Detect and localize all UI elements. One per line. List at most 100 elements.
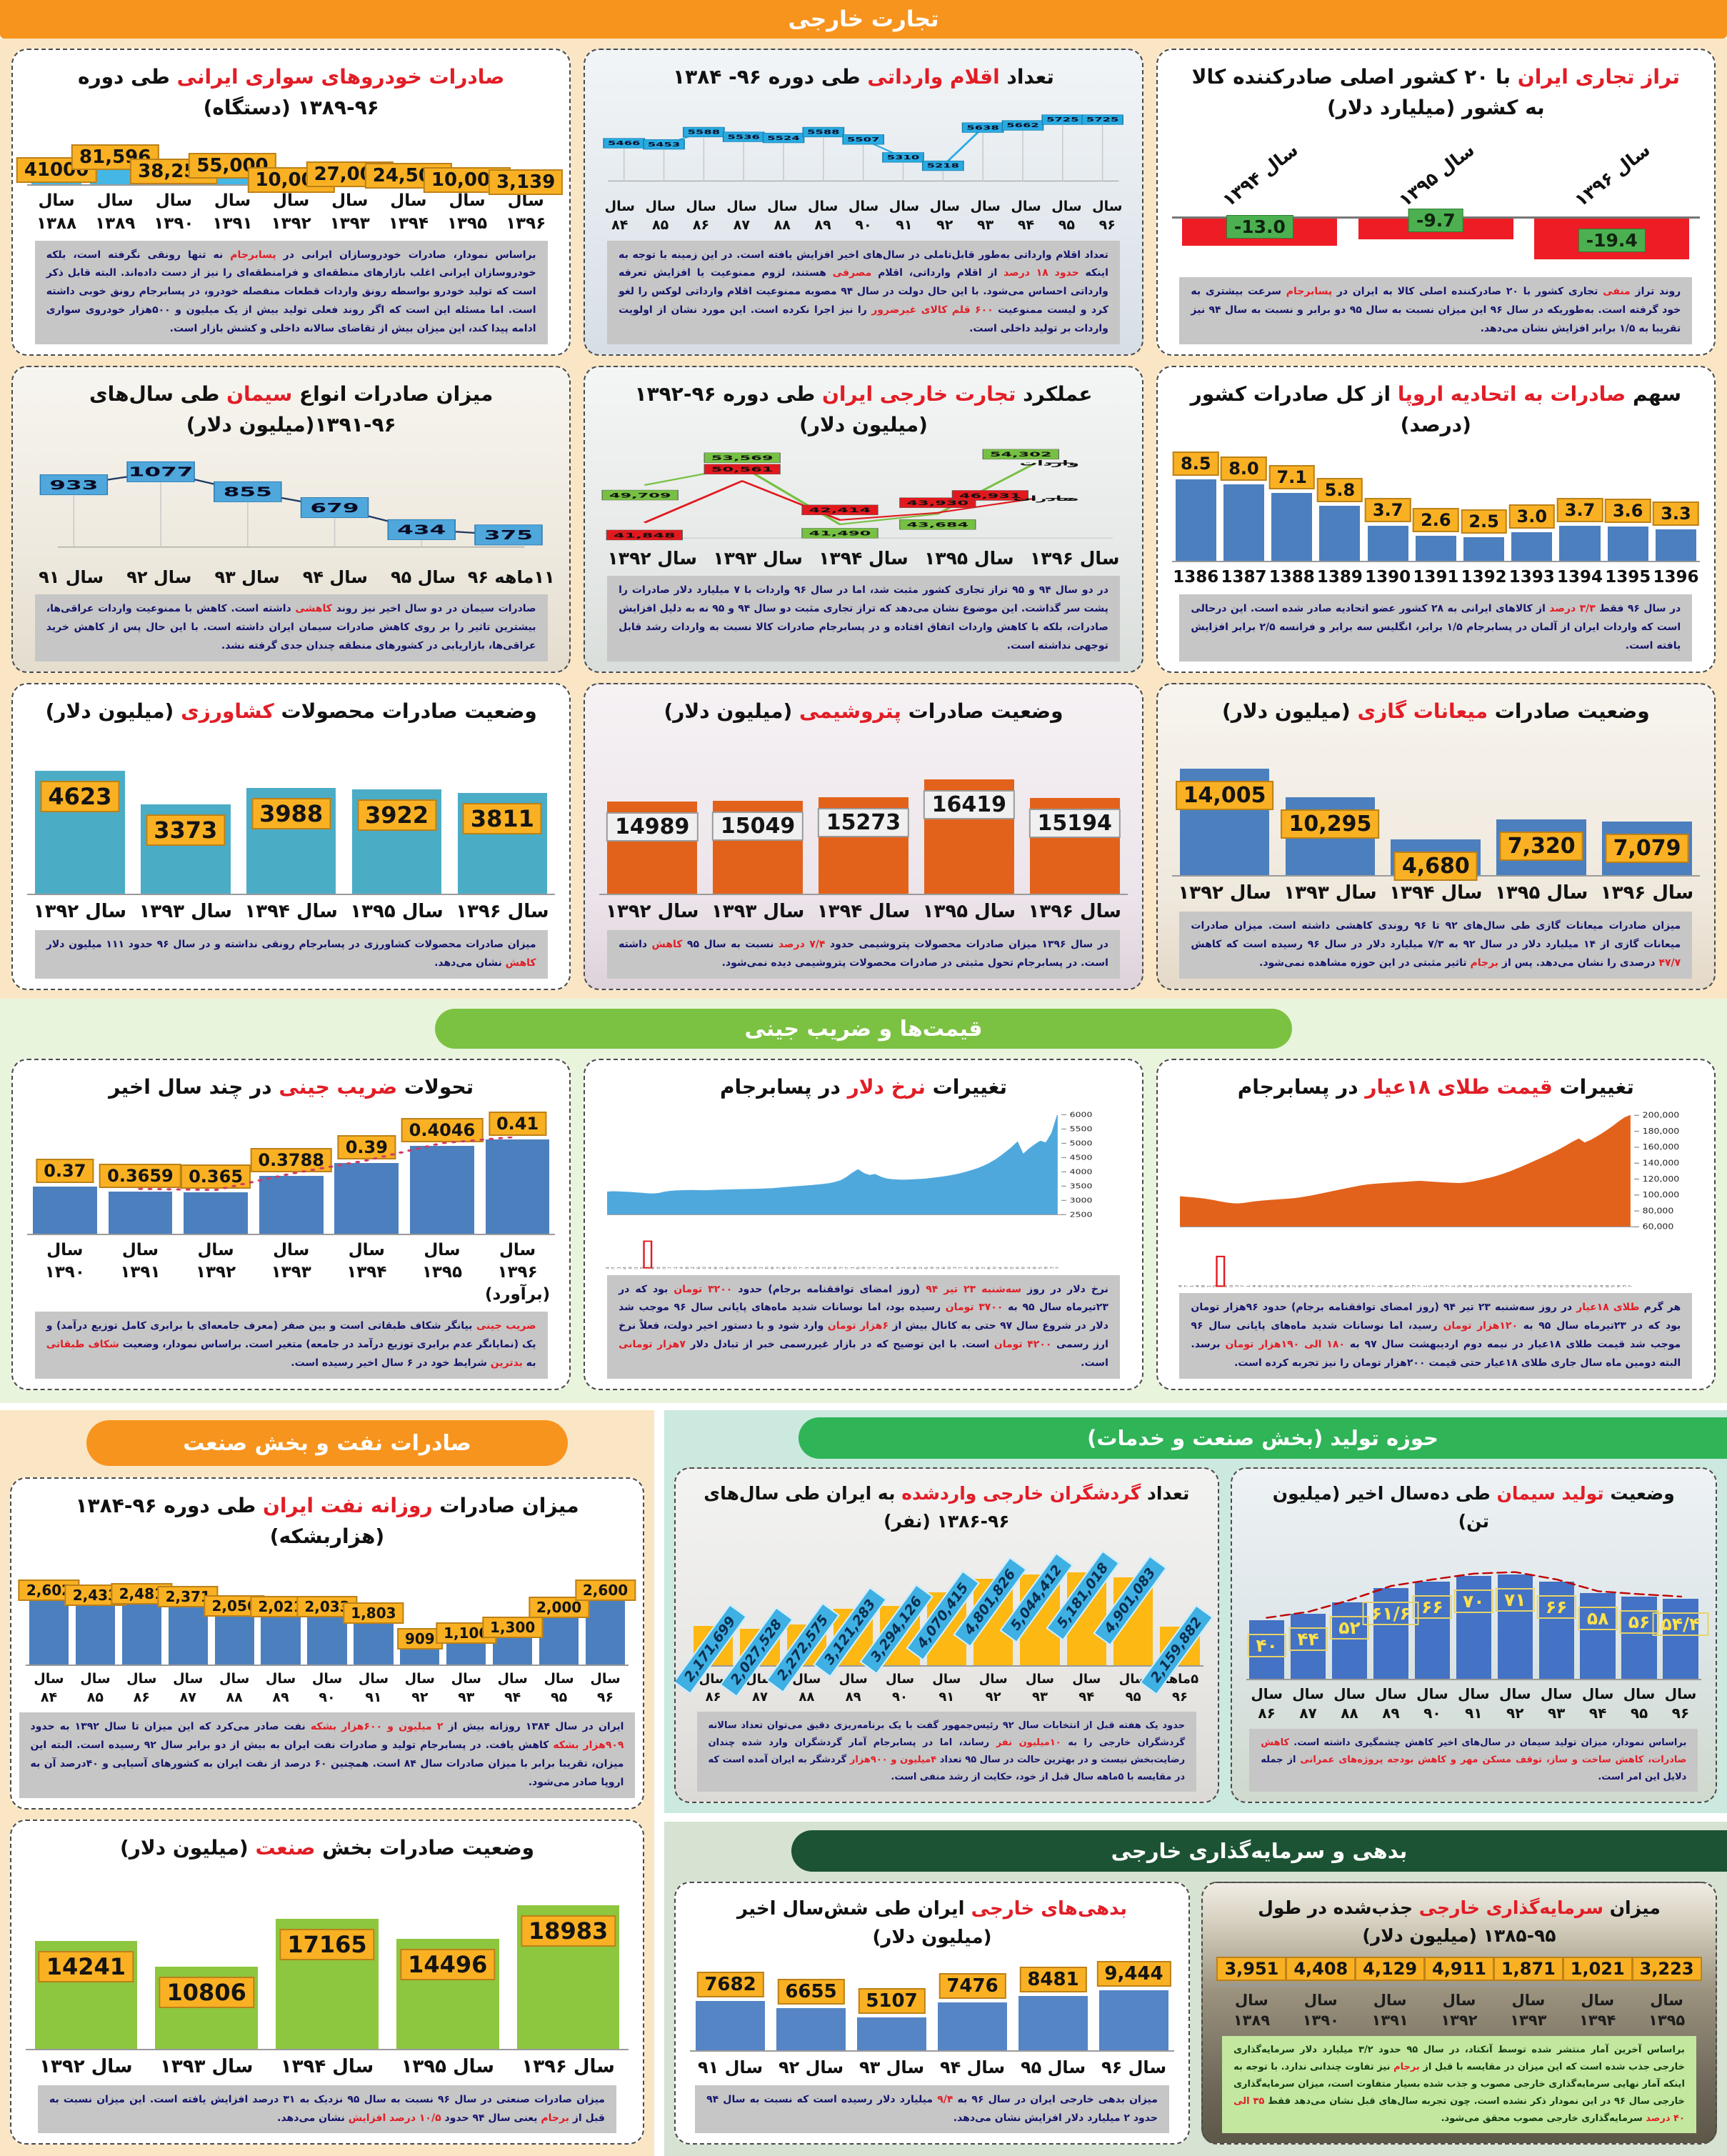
svg-text:1394/12/18: 1394/12/18 bbox=[743, 1267, 748, 1269]
chart-caption: براساس نمودار، صادرات خودروسازان ایرانی … bbox=[34, 240, 548, 344]
x-axis: سال ۱۳۹۲ سال ۱۳۹۳ سال ۱۳۹۴ سال ۱۳۹۵ سال ۱۳۹۶ bbox=[26, 2050, 629, 2080]
x-axis-label: سال ۹۵ bbox=[1623, 1685, 1656, 1722]
bar-slot: ۷۱ bbox=[1494, 1570, 1536, 1679]
chart-caption: میزان صادرات میعانات گازی طی سال‌های ۹۲ … bbox=[1179, 912, 1693, 979]
svg-text:5588: 5588 bbox=[688, 129, 721, 136]
x-axis-label: سال ۹۲ bbox=[126, 567, 192, 587]
x-axis-label: سال ۹۲ bbox=[929, 199, 960, 233]
x-axis-label: 1394 bbox=[1557, 568, 1603, 587]
x-axis-label: 1395 bbox=[1605, 568, 1651, 587]
x-axis-label: سال ۹۶ bbox=[1101, 2057, 1167, 2078]
bar-plot: 2,602 2,433 2,481 2,371 2,056 2,021 2,033 1,803… bbox=[18, 1579, 636, 1666]
svg-text:4000: 4000 bbox=[1070, 1168, 1093, 1176]
svg-text:1395/02/12: 1395/02/12 bbox=[1332, 1285, 1336, 1288]
svg-text:1396/06/27: 1396/06/27 bbox=[959, 1267, 964, 1269]
x-axis-label: سال ۱۳۹۳ bbox=[711, 901, 805, 923]
chart-title: میزان صادرات روزانه نفت ایران طی دوره ۹۶… bbox=[75, 1494, 579, 1549]
svg-text:1394/09/24: 1394/09/24 bbox=[1281, 1285, 1285, 1288]
bar-slot: 0.4046 bbox=[401, 1117, 484, 1234]
cement-production-chart: ۴۰ ۴۴ ۵۲ ۶۱/۶ ۶۶ ۷۰ ۷۱ ۶۶ ۵۸ ۵۶ ۵۴/۴ سال ۸۶ سال ۸۷ سا… bbox=[1246, 1543, 1709, 1723]
bar-slot: سال ۱۳۹۴ -13.0 bbox=[1172, 131, 1348, 272]
x-axis-label: سال ۹۱ bbox=[888, 199, 920, 233]
svg-text:1394/11/06: 1394/11/06 bbox=[726, 1267, 731, 1269]
svg-text:1396/04/19: 1396/04/19 bbox=[931, 1267, 936, 1269]
svg-text:1396/02/11: 1396/02/11 bbox=[902, 1267, 907, 1269]
bar-slot: 14496 bbox=[387, 1897, 508, 2049]
chart-title: صادرات خودروهای سواری ایرانی طی دوره ۹۶-… bbox=[78, 65, 505, 120]
svg-text:1394/08/12: 1394/08/12 bbox=[1263, 1285, 1268, 1288]
x-axis: سال ۸۴ سال ۸۵ سال ۸۶ سال ۸۷ سال ۸۸ سال ۸۹ سال … bbox=[599, 194, 1127, 234]
x-axis-label: سال ۱۳۹۴ bbox=[1389, 882, 1483, 904]
bar-slot: 4,070,415 bbox=[906, 1569, 981, 1666]
svg-text:1396/12/28: 1396/12/28 bbox=[1606, 1285, 1610, 1288]
svg-text:1396/05/30: 1396/05/30 bbox=[948, 1267, 953, 1269]
panel-dollar-rate: تغییرات نرخ دلار در پسابرجام 2500 3000 350… bbox=[584, 1059, 1143, 1390]
svg-text:160,000: 160,000 bbox=[1642, 1142, 1679, 1152]
bar-value-label: 0.37 bbox=[36, 1158, 94, 1183]
x-axis-label: سال ۹۱ bbox=[39, 567, 104, 587]
svg-text:5000: 5000 bbox=[1070, 1139, 1093, 1147]
chart-title: وضعیت صادرات میعانات گازی (میلیون دلار) bbox=[1221, 699, 1650, 723]
bar: -13.0 bbox=[1182, 215, 1338, 246]
chart-caption: ایران در سال ۱۳۸۴ روزانه بیش از ۲ میلیون… bbox=[19, 1712, 636, 1798]
svg-text:1395/08/23: 1395/08/23 bbox=[1412, 1285, 1416, 1288]
bar-slot: 14,005 bbox=[1172, 761, 1278, 876]
bar-slot: 4,901,083 bbox=[1092, 1554, 1167, 1666]
x-axis-label: سال ۱۳۹۴ bbox=[1218, 139, 1303, 211]
svg-text:140,000: 140,000 bbox=[1642, 1159, 1679, 1168]
svg-text:1396/03/08: 1396/03/08 bbox=[1486, 1285, 1490, 1288]
chart-caption: در دو سال ۹۴ و ۹۵ تراز تجاری کشور مثبت ش… bbox=[607, 576, 1120, 662]
bar-slot: 0.39 bbox=[329, 1134, 405, 1234]
svg-text:1394/01/24: 1394/01/24 bbox=[606, 1267, 611, 1269]
x-axis-label: سال ۱۳۹۶ bbox=[1600, 882, 1694, 904]
svg-text:1395/09/07: 1395/09/07 bbox=[845, 1267, 850, 1269]
svg-text:1395/09/07: 1395/09/07 bbox=[1418, 1285, 1422, 1288]
svg-text:1394/04/15: 1394/04/15 bbox=[640, 1267, 645, 1269]
svg-text:1077: 1077 bbox=[129, 464, 194, 479]
bar-value-label: 4623 bbox=[40, 781, 120, 813]
x-axis-label: سال ۱۳۹۵ bbox=[1395, 139, 1478, 211]
bar-value-label: 3373 bbox=[146, 814, 226, 846]
svg-text:1394/06/03: 1394/06/03 bbox=[663, 1267, 668, 1269]
svg-text:200,000: 200,000 bbox=[1642, 1111, 1679, 1120]
trade-balance-chart: سال ۱۳۹۴ -13.0 سال ۱۳۹۵ -9.7 سال ۱۳۹۶ -19.4 bbox=[1171, 131, 1700, 272]
panel-oil-exports: میزان صادرات روزانه نفت ایران طی دوره ۹۶… bbox=[10, 1477, 644, 1810]
svg-text:1394/09/10: 1394/09/10 bbox=[703, 1267, 708, 1269]
bar bbox=[696, 2001, 765, 2051]
svg-text:1395/05/31: 1395/05/31 bbox=[805, 1267, 810, 1269]
x-axis-label: سال ۹۰ bbox=[848, 199, 879, 233]
bar-value-label: 17165 bbox=[279, 1929, 375, 1961]
svg-text:1394/08/12: 1394/08/12 bbox=[691, 1267, 696, 1269]
bar-value-label: 10806 bbox=[159, 1977, 254, 2009]
svg-text:1394/11/20: 1394/11/20 bbox=[731, 1267, 736, 1269]
svg-text:1394/04/15: 1394/04/15 bbox=[1213, 1285, 1217, 1288]
svg-text:1395/12/01: 1395/12/01 bbox=[1452, 1285, 1456, 1288]
bar-value-label: 0.4046 bbox=[401, 1117, 484, 1142]
svg-text:1395/06/28: 1395/06/28 bbox=[1389, 1285, 1393, 1288]
bar-value-label: 0.39 bbox=[337, 1134, 396, 1159]
svg-text:1396/05/16: 1396/05/16 bbox=[942, 1267, 947, 1269]
svg-text:1396/07/24: 1396/07/24 bbox=[971, 1267, 976, 1269]
bar bbox=[938, 2002, 1007, 2051]
bar-value-label: 2,021 bbox=[250, 1596, 311, 1618]
svg-text:1394/05/06: 1394/05/06 bbox=[1224, 1285, 1228, 1288]
bar-slot: 2,159,882 bbox=[1139, 1570, 1213, 1695]
x-axis-label: سال ۱۳۹۴ bbox=[819, 547, 908, 569]
x-axis: سال ۸۴ سال ۸۵ سال ۸۶ سال ۸۷ سال ۸۸ سال ۸۹ سال … bbox=[26, 1666, 629, 1707]
svg-text:41,490: 41,490 bbox=[809, 530, 871, 538]
svg-text:1395/03/09: 1395/03/09 bbox=[771, 1267, 776, 1269]
x-axis-label: سال ۸۹ bbox=[839, 1672, 868, 1705]
panel-agri-exports: وضعیت صادرات محصولات کشاورزی (میلیون دلا… bbox=[11, 683, 571, 990]
chart-caption: براساس آخرین آمار منتشر شده توسط آنکتاد،… bbox=[1222, 2036, 1696, 2134]
bar-slot: 3.7 bbox=[1364, 475, 1412, 562]
panel-tourists: تعداد گردشگران خارجی واردشده به ایران طی… bbox=[674, 1467, 1219, 1803]
svg-text:1397/02/13: 1397/02/13 bbox=[1050, 1267, 1055, 1269]
svg-text:375: 375 bbox=[484, 528, 533, 543]
bar bbox=[334, 1162, 399, 1234]
bar-value-label: 3.6 bbox=[1604, 499, 1651, 524]
x-axis-label: ۱۱ماهه ۹۶ bbox=[467, 567, 555, 587]
svg-text:1396/11/30: 1396/11/30 bbox=[1021, 1267, 1026, 1269]
bar bbox=[1319, 505, 1361, 562]
svg-text:1395/07/25: 1395/07/25 bbox=[828, 1267, 833, 1269]
svg-text:1396/11/02: 1396/11/02 bbox=[1010, 1267, 1015, 1269]
